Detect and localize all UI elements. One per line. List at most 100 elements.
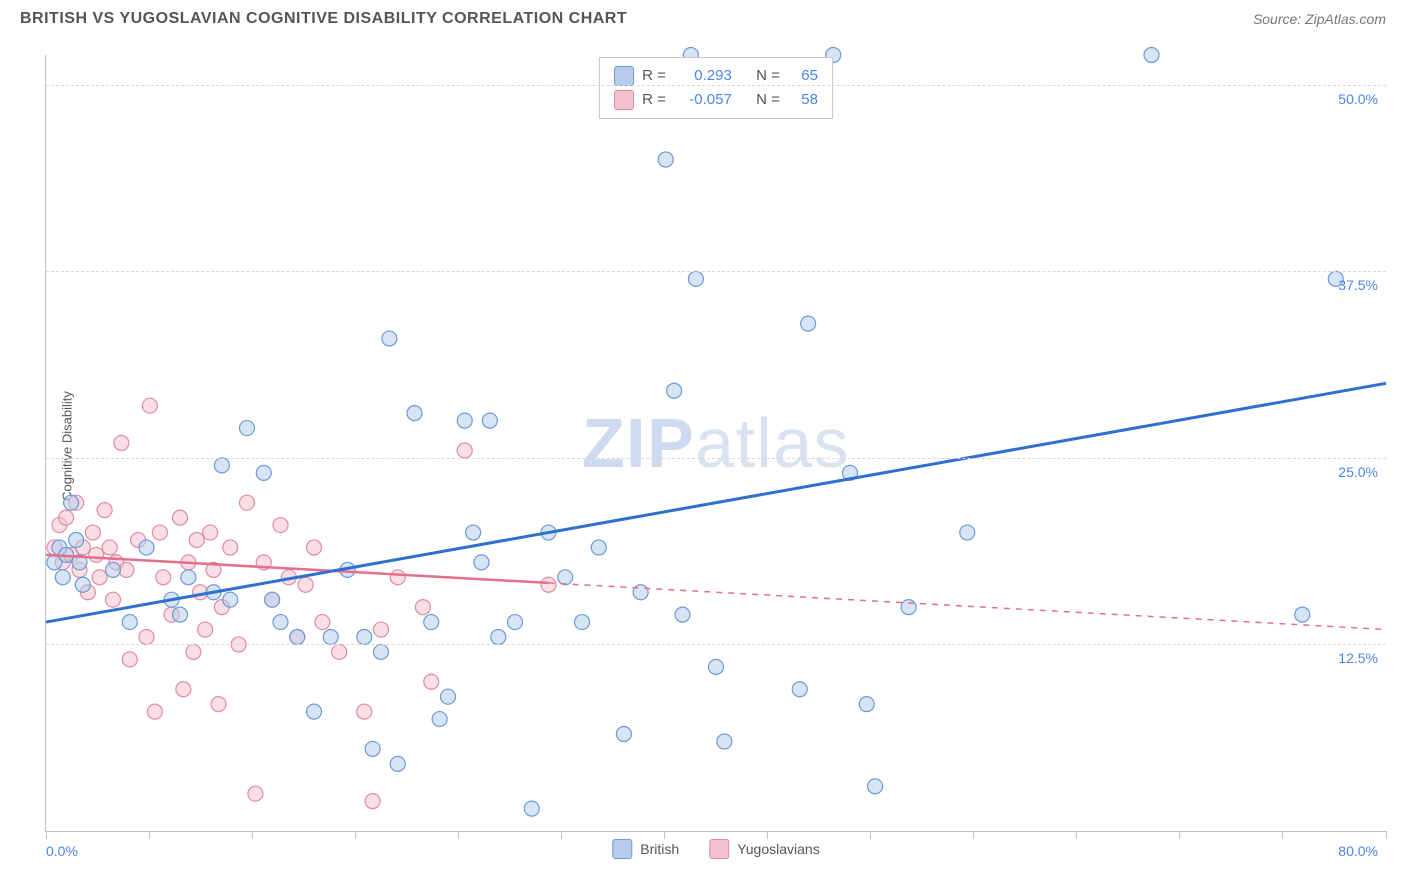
scatter-point — [365, 741, 380, 756]
y-tick-label: 37.5% — [1338, 277, 1378, 293]
trend-line — [549, 583, 1387, 630]
scatter-point — [407, 406, 422, 421]
scatter-point — [960, 525, 975, 540]
scatter-point — [106, 592, 121, 607]
grid-line — [46, 458, 1386, 459]
scatter-point — [176, 682, 191, 697]
scatter-point — [365, 794, 380, 809]
scatter-point — [1144, 48, 1159, 63]
stat-r-value-yugoslav: -0.057 — [674, 88, 732, 112]
x-tick — [973, 831, 974, 839]
x-tick — [664, 831, 665, 839]
x-tick — [46, 831, 47, 839]
scatter-point — [119, 562, 134, 577]
scatter-point — [122, 652, 137, 667]
x-tick — [870, 831, 871, 839]
scatter-point — [709, 659, 724, 674]
scatter-point — [457, 443, 472, 458]
scatter-point — [59, 510, 74, 525]
scatter-point — [859, 697, 874, 712]
scatter-point — [142, 398, 157, 413]
grid-line — [46, 644, 1386, 645]
scatter-point — [717, 734, 732, 749]
stats-box: R = 0.293 N = 65 R = -0.057 N = 58 — [599, 57, 833, 119]
scatter-point — [524, 801, 539, 816]
y-tick-label: 25.0% — [1338, 464, 1378, 480]
source-label: Source: ZipAtlas.com — [1253, 11, 1386, 27]
scatter-point — [214, 458, 229, 473]
scatter-point — [424, 674, 439, 689]
scatter-point — [92, 570, 107, 585]
scatter-point — [223, 540, 238, 555]
x-tick — [355, 831, 356, 839]
scatter-point — [382, 331, 397, 346]
scatter-point — [114, 436, 129, 451]
scatter-point — [139, 540, 154, 555]
scatter-point — [139, 630, 154, 645]
x-tick — [1179, 831, 1180, 839]
x-tick — [252, 831, 253, 839]
scatter-point — [181, 570, 196, 585]
scatter-point — [424, 615, 439, 630]
scatter-plot — [46, 55, 1386, 831]
scatter-point — [675, 607, 690, 622]
x-tick — [767, 831, 768, 839]
scatter-point — [457, 413, 472, 428]
legend: British Yugoslavians — [612, 839, 819, 859]
scatter-point — [357, 704, 372, 719]
scatter-point — [298, 577, 313, 592]
scatter-point — [541, 577, 556, 592]
scatter-point — [203, 525, 218, 540]
stat-n-label: N = — [756, 88, 780, 112]
stat-r-label: R = — [642, 88, 666, 112]
scatter-point — [89, 547, 104, 562]
scatter-point — [273, 518, 288, 533]
x-tick — [1282, 831, 1283, 839]
scatter-point — [667, 383, 682, 398]
scatter-point — [390, 756, 405, 771]
swatch-british — [614, 66, 634, 86]
scatter-point — [658, 152, 673, 167]
x-tick — [458, 831, 459, 839]
scatter-point — [801, 316, 816, 331]
legend-item-british: British — [612, 839, 679, 859]
scatter-point — [508, 615, 523, 630]
scatter-point — [248, 786, 263, 801]
scatter-point — [122, 615, 137, 630]
scatter-point — [173, 510, 188, 525]
scatter-point — [152, 525, 167, 540]
scatter-point — [106, 562, 121, 577]
scatter-point — [69, 533, 84, 548]
scatter-point — [198, 622, 213, 637]
scatter-point — [97, 503, 112, 518]
scatter-point — [357, 630, 372, 645]
scatter-point — [85, 525, 100, 540]
scatter-point — [441, 689, 456, 704]
stats-row-yugoslav: R = -0.057 N = 58 — [614, 88, 818, 112]
scatter-point — [240, 495, 255, 510]
scatter-point — [211, 697, 226, 712]
scatter-point — [575, 615, 590, 630]
scatter-point — [323, 630, 338, 645]
x-axis-origin-label: 0.0% — [46, 843, 78, 859]
x-tick — [149, 831, 150, 839]
swatch-yugoslav — [614, 90, 634, 110]
scatter-point — [466, 525, 481, 540]
scatter-point — [1295, 607, 1310, 622]
scatter-point — [415, 600, 430, 615]
scatter-point — [374, 644, 389, 659]
scatter-point — [332, 644, 347, 659]
scatter-point — [901, 600, 916, 615]
scatter-point — [156, 570, 171, 585]
scatter-point — [474, 555, 489, 570]
legend-swatch-yugoslav — [709, 839, 729, 859]
scatter-point — [223, 592, 238, 607]
chart-area: ZIPatlas R = 0.293 N = 65 R = -0.057 N =… — [45, 55, 1386, 832]
y-tick-label: 12.5% — [1338, 650, 1378, 666]
scatter-point — [102, 540, 117, 555]
scatter-point — [616, 727, 631, 742]
scatter-point — [374, 622, 389, 637]
scatter-point — [173, 607, 188, 622]
scatter-point — [491, 630, 506, 645]
scatter-point — [186, 644, 201, 659]
